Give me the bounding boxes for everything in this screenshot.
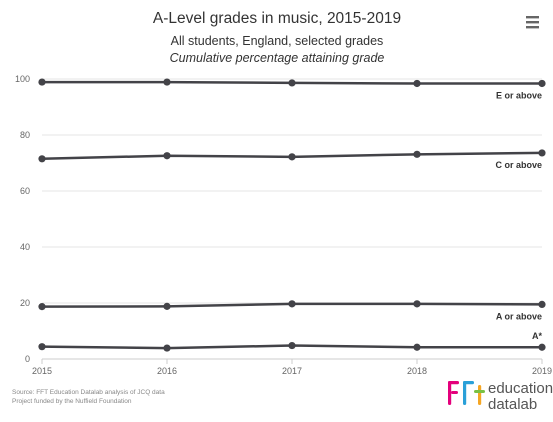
- data-point: [163, 302, 171, 310]
- data-point: [163, 344, 171, 352]
- data-point: [538, 300, 546, 308]
- source-note: Source: FFT Education Datalab analysis o…: [12, 389, 165, 396]
- series-label-c-or-above: C or above: [495, 160, 542, 170]
- series-label-a-or-above: A or above: [496, 311, 542, 321]
- data-point: [288, 341, 296, 350]
- y-tick-label: 80: [20, 130, 30, 140]
- data-point: [413, 300, 421, 308]
- chart-subtitle: All students, England, selected grades: [171, 34, 384, 48]
- chart-subtitle-2: Cumulative percentage attaining grade: [170, 51, 385, 65]
- logo-word-education: education: [488, 380, 553, 397]
- data-point: [413, 79, 421, 88]
- funding-note: Project funded by the Nuffield Foundatio…: [12, 398, 132, 405]
- data-point: [413, 343, 421, 351]
- x-tick-label: 2017: [282, 366, 302, 376]
- data-point: [38, 155, 46, 163]
- x-tick-label: 2019: [532, 366, 552, 376]
- plot-series: [38, 78, 546, 352]
- data-point: [288, 79, 296, 87]
- grid-lines: [42, 78, 542, 360]
- data-point: [38, 343, 46, 351]
- x-tick-label: 2016: [157, 366, 177, 376]
- data-point: [288, 153, 296, 161]
- data-point: [538, 149, 546, 157]
- x-tick-label: 2018: [407, 366, 427, 376]
- series-labels: E or above C or above A or above A*: [495, 90, 542, 341]
- fft-logo-mark: [448, 381, 485, 405]
- y-tick-label: 40: [20, 242, 30, 252]
- data-point: [288, 300, 296, 308]
- data-point: [413, 150, 421, 158]
- series-label-e-or-above: E or above: [496, 90, 542, 100]
- series-label-a: A*: [532, 331, 542, 341]
- y-tick-label: 60: [20, 186, 30, 196]
- y-tick-label: 20: [20, 298, 30, 308]
- y-tick-label: 0: [25, 354, 30, 364]
- hamburger-menu-icon[interactable]: [522, 14, 540, 30]
- y-axis: 0 20 40 60 80 100: [15, 74, 30, 364]
- data-point: [538, 343, 546, 351]
- x-axis: 2015 2016 2017 2018 2019: [32, 359, 552, 376]
- fft-education-datalab-logo: education datalab: [448, 380, 553, 413]
- data-point: [538, 79, 546, 88]
- logo-word-datalab: datalab: [488, 396, 537, 413]
- data-point: [163, 152, 171, 160]
- data-point: [163, 78, 171, 86]
- x-tick-label: 2015: [32, 366, 52, 376]
- chart-title: A-Level grades in music, 2015-2019: [153, 10, 401, 27]
- data-point: [38, 78, 46, 86]
- data-point: [38, 303, 46, 311]
- y-tick-label: 100: [15, 74, 30, 84]
